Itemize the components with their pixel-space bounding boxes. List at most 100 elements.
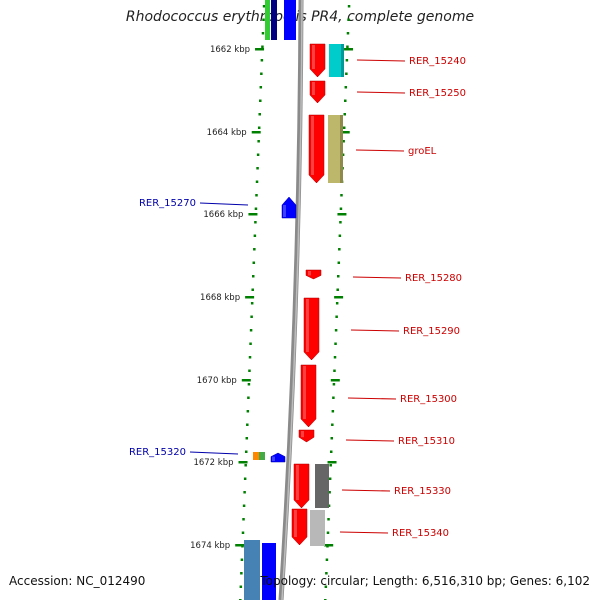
feature-block — [340, 115, 343, 183]
scale-label: 1674 kbp — [190, 541, 230, 551]
tick-dot — [256, 153, 260, 156]
tick-dot — [329, 450, 333, 453]
gene-label: groEL — [408, 146, 437, 157]
tick-dot — [339, 207, 343, 210]
feature-block — [244, 540, 260, 600]
gene-label: RER_15340 — [392, 528, 449, 539]
tick-dot — [344, 99, 347, 102]
gene-label: RER_15330 — [394, 486, 451, 497]
tick-dot — [338, 234, 342, 237]
label-leader — [199, 202, 249, 206]
feature-block — [271, 0, 277, 40]
tick-dot — [345, 59, 349, 62]
scale-label: 1672 kbp — [193, 458, 233, 468]
tick-dot — [338, 248, 341, 251]
tick-dot — [248, 369, 251, 372]
tick-dot — [347, 18, 350, 21]
tick-dot — [344, 86, 348, 89]
gene-arrow — [291, 508, 308, 546]
tick-dot — [247, 396, 250, 399]
major-tick — [255, 48, 265, 51]
tick-dot — [326, 531, 330, 534]
tick-dot — [242, 504, 246, 507]
tick-dot — [335, 302, 339, 305]
tick-dot — [247, 383, 251, 386]
scale-label: 1662 kbp — [210, 45, 250, 55]
tick-dot — [337, 275, 340, 278]
major-tick — [344, 48, 354, 51]
tick-dot — [333, 356, 337, 359]
tick-dot — [258, 113, 261, 116]
label-leader — [356, 59, 406, 62]
genome-summary: Topology: circular; Length: 6,516,310 bp… — [260, 574, 590, 588]
tick-dot — [346, 45, 349, 48]
tick-dot — [331, 410, 335, 413]
gene-arrow-shade — [306, 299, 309, 352]
gene-arrow — [298, 429, 315, 443]
tick-dot — [249, 329, 253, 332]
tick-dot — [251, 288, 254, 291]
tick-dot — [250, 302, 254, 305]
gene-arrow — [293, 463, 310, 509]
gene-arrow — [281, 196, 297, 219]
gene-arrow — [305, 269, 322, 280]
tick-dot — [259, 99, 262, 102]
gene-arrow-shade — [296, 465, 299, 500]
tick-dot — [252, 275, 255, 278]
tick-dot — [335, 315, 338, 318]
gene-arrow — [308, 114, 325, 184]
feature-block — [265, 0, 270, 40]
tick-dot — [334, 342, 337, 345]
tick-dot — [259, 86, 263, 89]
tick-dot — [246, 423, 249, 426]
gene-label: RER_15250 — [409, 88, 466, 99]
gene-arrow — [300, 364, 317, 428]
gene-label: RER_15240 — [409, 56, 466, 67]
tick-dot — [255, 180, 259, 183]
tick-dot — [341, 153, 345, 156]
gene-label: RER_15280 — [405, 273, 462, 284]
gene-label: RER_15320 — [129, 447, 186, 458]
tick-dot — [331, 423, 334, 426]
feature-block — [315, 464, 329, 508]
feature-block — [310, 510, 325, 546]
tick-dot — [332, 396, 335, 399]
tick-dot — [244, 450, 248, 453]
gene-arrow-shade — [294, 510, 297, 537]
tick-dot — [262, 18, 265, 21]
tick-dot — [346, 32, 350, 35]
label-leader — [339, 531, 389, 534]
tick-dot — [325, 558, 329, 561]
tick-dot — [240, 558, 244, 561]
feature-block — [253, 452, 259, 460]
major-tick — [245, 296, 255, 299]
feature-block — [259, 452, 265, 460]
tick-dot — [343, 113, 346, 116]
feature-tracks — [244, 0, 344, 600]
major-tick — [235, 544, 245, 547]
tick-dot — [328, 477, 332, 480]
major-tick — [334, 296, 344, 299]
label-leader — [350, 329, 400, 332]
tick-dot — [248, 356, 252, 359]
tick-dot — [243, 491, 246, 494]
genome-backbone-highlight — [281, 0, 303, 600]
tick-dot — [329, 464, 332, 467]
major-tick — [330, 379, 340, 382]
tick-dot — [327, 518, 330, 521]
tick-dot — [253, 234, 257, 237]
tick-dot — [342, 126, 346, 129]
tick-dot — [330, 437, 334, 440]
scale-label: 1666 kbp — [203, 210, 243, 220]
label-leader — [352, 276, 402, 279]
tick-dot — [328, 491, 331, 494]
tick-dot — [254, 221, 257, 224]
tick-dot — [242, 518, 245, 521]
tick-dot — [241, 531, 245, 534]
gene-arrow-shade — [312, 45, 315, 69]
tick-dot — [257, 140, 260, 143]
tick-dot — [256, 167, 259, 170]
scale-ticks: 1662 kbp 1664 kbp 1666 kbp 1668 kbp 1670 kbp… — [190, 5, 354, 600]
tick-dot — [332, 383, 336, 386]
